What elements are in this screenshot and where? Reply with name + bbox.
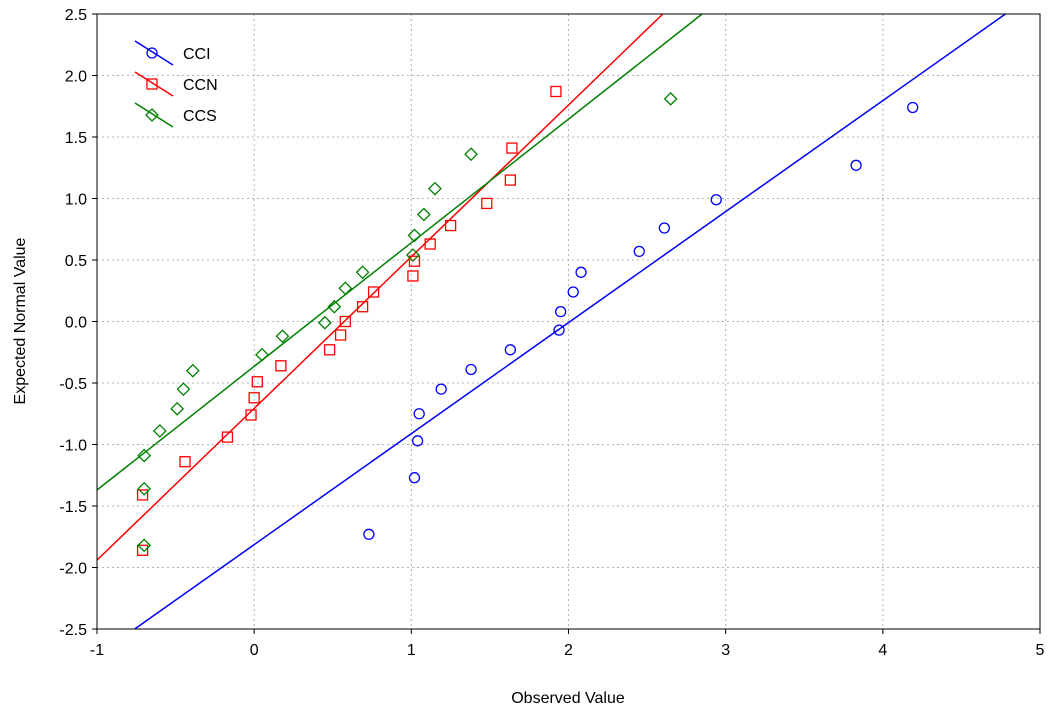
ccn-data-point: [136, 489, 149, 501]
ccn-data-point: [481, 197, 493, 210]
ccn-data-point: [550, 85, 562, 98]
ccs-data-point: [137, 448, 152, 463]
ccn-data-point: [506, 142, 518, 154]
cci-data-point: [504, 344, 516, 356]
ccs-data-point: [176, 382, 191, 397]
cci-legend-marker: [146, 47, 158, 59]
y-tick-label: -2.0: [59, 561, 87, 578]
ccs-legend-marker: [145, 108, 159, 122]
ccn-data-point: [407, 270, 419, 282]
fit-lines: [96, 13, 1006, 630]
ccn-data-point: [179, 456, 191, 468]
y-tick-label: -1.0: [59, 438, 87, 455]
x-tick-label: 3: [721, 642, 730, 659]
ccs-data-point: [152, 424, 167, 438]
ccs-legend-line: [134, 102, 174, 128]
ccn-data-point: [251, 376, 263, 388]
ccs-data-point: [464, 147, 478, 162]
y-tick-label: -2.5: [59, 622, 87, 639]
cci-data-point: [554, 306, 567, 318]
ccs-data-point: [405, 248, 420, 262]
cci-fit-line: [134, 13, 1006, 630]
ccn-data-point: [339, 315, 351, 328]
cci-data-point: [553, 324, 565, 336]
ccs-data-point: [137, 481, 152, 496]
x-tick-label: 1: [407, 642, 416, 659]
cci-data-point: [575, 266, 587, 278]
ccn-data-point: [334, 329, 347, 341]
x-tick-label: 5: [1036, 642, 1045, 659]
y-tick-label: 0.5: [65, 253, 87, 270]
ccn-legend-label: CCN: [183, 77, 218, 94]
cci-data-point: [633, 245, 645, 258]
ccs-data-point: [255, 347, 269, 362]
cci-data-point: [567, 286, 579, 298]
grid-lines: [97, 14, 1040, 629]
ccs-data-point: [185, 363, 200, 378]
ccs-data-point: [137, 538, 152, 553]
ccs-data-point: [355, 265, 370, 280]
ccn-legend-line: [134, 71, 174, 97]
x-axis-label: Observed Value: [511, 690, 625, 707]
y-axis-label: Expected Normal Value: [12, 237, 29, 404]
y-tick-label: 0.0: [65, 315, 87, 332]
cci-data-point: [710, 194, 722, 206]
cci-data-point: [658, 222, 671, 234]
x-tick-label: -1: [90, 642, 104, 659]
ccn-data-point: [444, 219, 457, 232]
cci-data-point: [411, 435, 424, 447]
ccs-data-point: [317, 315, 332, 330]
ccn-data-point: [248, 392, 260, 404]
cci-legend-label: CCI: [183, 46, 211, 63]
cci-data-point: [465, 363, 477, 376]
y-tick-label: -1.5: [59, 499, 87, 516]
ccn-data-point: [408, 255, 421, 267]
ccs-data-point: [327, 299, 342, 314]
x-tick-label: 2: [564, 642, 573, 659]
ccs-data-point: [338, 281, 353, 296]
data-points: [136, 85, 919, 556]
ccn-data-point: [221, 431, 234, 443]
cci-data-point: [363, 528, 375, 540]
ccn-legend-marker: [146, 78, 158, 90]
ccs-data-point: [170, 401, 185, 416]
ccn-data-point: [245, 409, 257, 421]
ccn-data-point: [275, 360, 287, 372]
cci-data-point: [850, 159, 862, 171]
ccn-data-point: [356, 301, 369, 313]
ccs-data-point: [416, 207, 431, 222]
legend: CCI CCN CCS: [134, 40, 218, 128]
ccn-data-point: [136, 544, 149, 556]
cci-legend-line: [134, 40, 174, 66]
ccs-data-point: [407, 228, 422, 243]
ccs-data-point: [663, 91, 678, 106]
cci-data-point: [408, 472, 421, 484]
cci-data-point: [435, 383, 447, 395]
ccs-data-point: [427, 181, 442, 196]
ccn-data-point: [323, 344, 336, 356]
ccn-data-point: [367, 286, 380, 298]
y-tick-label: 1.0: [65, 192, 87, 209]
ccn-data-point: [504, 174, 516, 186]
y-tick-label: 1.5: [65, 130, 87, 147]
x-tick-label: 0: [250, 642, 259, 659]
cci-data-point: [907, 101, 919, 114]
cci-data-point: [413, 408, 425, 420]
ccs-legend-label: CCS: [183, 108, 217, 125]
y-tick-label: 2.5: [65, 7, 87, 24]
ccs-fit-line: [96, 13, 703, 491]
x-tick-label: 4: [878, 642, 887, 659]
y-tick-label: 2.0: [65, 69, 87, 86]
axis-ticks: -1 0 1 2 3 4 5 2.5 2.0 1.5 1.0 0.5 0.0 -0.5 -1.0 -1.5 -2…: [59, 7, 1044, 659]
ccn-data-point: [424, 238, 436, 250]
ccn-fit-line: [96, 13, 664, 561]
ccs-data-point: [275, 329, 290, 344]
y-tick-label: -0.5: [59, 376, 87, 393]
